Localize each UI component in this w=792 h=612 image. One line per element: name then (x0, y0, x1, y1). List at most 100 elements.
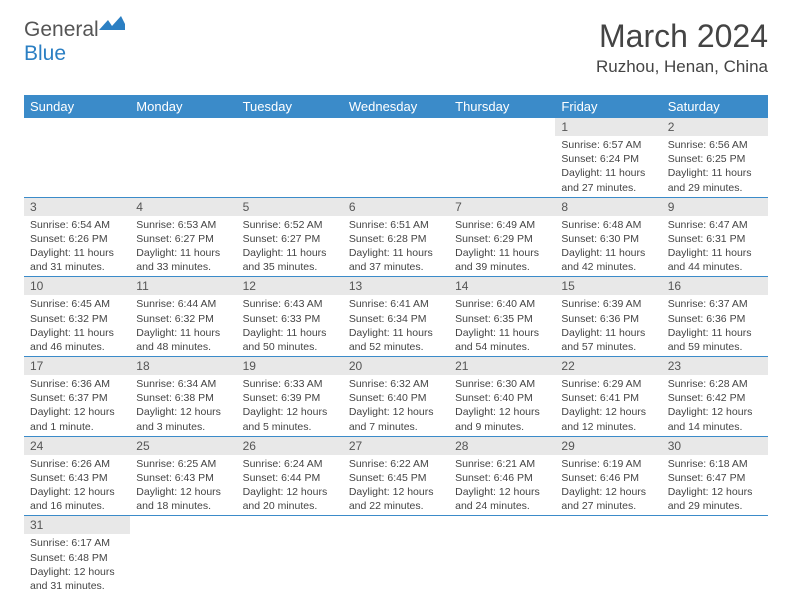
header: GeneralBlue March 2024 Ruzhou, Henan, Ch… (24, 18, 768, 77)
calendar-row: 3Sunrise: 6:54 AMSunset: 6:26 PMDaylight… (24, 197, 768, 277)
calendar-cell (130, 118, 236, 197)
flag-icon (99, 16, 125, 34)
calendar-row: 17Sunrise: 6:36 AMSunset: 6:37 PMDayligh… (24, 357, 768, 437)
day-data: Sunrise: 6:22 AMSunset: 6:45 PMDaylight:… (343, 455, 449, 516)
calendar-cell (555, 516, 661, 595)
calendar-cell: 22Sunrise: 6:29 AMSunset: 6:41 PMDayligh… (555, 357, 661, 437)
day-data: Sunrise: 6:40 AMSunset: 6:35 PMDaylight:… (449, 295, 555, 356)
day-data: Sunrise: 6:39 AMSunset: 6:36 PMDaylight:… (555, 295, 661, 356)
calendar-cell: 4Sunrise: 6:53 AMSunset: 6:27 PMDaylight… (130, 197, 236, 277)
day-data: Sunrise: 6:26 AMSunset: 6:43 PMDaylight:… (24, 455, 130, 516)
day-number: 9 (662, 198, 768, 216)
calendar-cell: 6Sunrise: 6:51 AMSunset: 6:28 PMDaylight… (343, 197, 449, 277)
day-header: Thursday (449, 95, 555, 118)
day-number: 22 (555, 357, 661, 375)
day-data: Sunrise: 6:57 AMSunset: 6:24 PMDaylight:… (555, 136, 661, 197)
month-title: March 2024 (596, 18, 768, 55)
calendar-cell: 23Sunrise: 6:28 AMSunset: 6:42 PMDayligh… (662, 357, 768, 437)
calendar-table: SundayMondayTuesdayWednesdayThursdayFrid… (24, 95, 768, 595)
calendar-cell: 5Sunrise: 6:52 AMSunset: 6:27 PMDaylight… (237, 197, 343, 277)
calendar-body: 1Sunrise: 6:57 AMSunset: 6:24 PMDaylight… (24, 118, 768, 595)
day-header: Tuesday (237, 95, 343, 118)
day-data: Sunrise: 6:52 AMSunset: 6:27 PMDaylight:… (237, 216, 343, 277)
calendar-cell: 3Sunrise: 6:54 AMSunset: 6:26 PMDaylight… (24, 197, 130, 277)
calendar-row: 31Sunrise: 6:17 AMSunset: 6:48 PMDayligh… (24, 516, 768, 595)
day-data: Sunrise: 6:53 AMSunset: 6:27 PMDaylight:… (130, 216, 236, 277)
day-number: 25 (130, 437, 236, 455)
calendar-cell: 12Sunrise: 6:43 AMSunset: 6:33 PMDayligh… (237, 277, 343, 357)
day-data: Sunrise: 6:32 AMSunset: 6:40 PMDaylight:… (343, 375, 449, 436)
calendar-cell (24, 118, 130, 197)
day-number: 29 (555, 437, 661, 455)
day-number: 19 (237, 357, 343, 375)
calendar-cell: 30Sunrise: 6:18 AMSunset: 6:47 PMDayligh… (662, 436, 768, 516)
logo: GeneralBlue (24, 18, 125, 66)
calendar-cell (237, 516, 343, 595)
day-number: 3 (24, 198, 130, 216)
calendar-cell (130, 516, 236, 595)
day-number: 24 (24, 437, 130, 455)
day-number: 12 (237, 277, 343, 295)
day-number: 28 (449, 437, 555, 455)
day-number: 2 (662, 118, 768, 136)
calendar-cell: 29Sunrise: 6:19 AMSunset: 6:46 PMDayligh… (555, 436, 661, 516)
day-number: 30 (662, 437, 768, 455)
calendar-cell: 15Sunrise: 6:39 AMSunset: 6:36 PMDayligh… (555, 277, 661, 357)
day-number: 17 (24, 357, 130, 375)
day-number: 15 (555, 277, 661, 295)
day-data: Sunrise: 6:37 AMSunset: 6:36 PMDaylight:… (662, 295, 768, 356)
day-number: 8 (555, 198, 661, 216)
day-data: Sunrise: 6:28 AMSunset: 6:42 PMDaylight:… (662, 375, 768, 436)
calendar-row: 1Sunrise: 6:57 AMSunset: 6:24 PMDaylight… (24, 118, 768, 197)
day-number: 1 (555, 118, 661, 136)
logo-text-general: General (24, 18, 99, 41)
calendar-cell: 27Sunrise: 6:22 AMSunset: 6:45 PMDayligh… (343, 436, 449, 516)
calendar-cell: 2Sunrise: 6:56 AMSunset: 6:25 PMDaylight… (662, 118, 768, 197)
day-header: Saturday (662, 95, 768, 118)
day-data: Sunrise: 6:51 AMSunset: 6:28 PMDaylight:… (343, 216, 449, 277)
calendar-cell: 20Sunrise: 6:32 AMSunset: 6:40 PMDayligh… (343, 357, 449, 437)
day-data: Sunrise: 6:33 AMSunset: 6:39 PMDaylight:… (237, 375, 343, 436)
calendar-row: 10Sunrise: 6:45 AMSunset: 6:32 PMDayligh… (24, 277, 768, 357)
day-number: 11 (130, 277, 236, 295)
calendar-cell: 11Sunrise: 6:44 AMSunset: 6:32 PMDayligh… (130, 277, 236, 357)
logo-text-blue: Blue (24, 42, 66, 65)
day-data: Sunrise: 6:29 AMSunset: 6:41 PMDaylight:… (555, 375, 661, 436)
day-data: Sunrise: 6:18 AMSunset: 6:47 PMDaylight:… (662, 455, 768, 516)
day-number: 4 (130, 198, 236, 216)
calendar-cell: 24Sunrise: 6:26 AMSunset: 6:43 PMDayligh… (24, 436, 130, 516)
calendar-head: SundayMondayTuesdayWednesdayThursdayFrid… (24, 95, 768, 118)
calendar-cell: 8Sunrise: 6:48 AMSunset: 6:30 PMDaylight… (555, 197, 661, 277)
calendar-cell: 17Sunrise: 6:36 AMSunset: 6:37 PMDayligh… (24, 357, 130, 437)
day-data: Sunrise: 6:24 AMSunset: 6:44 PMDaylight:… (237, 455, 343, 516)
calendar-cell: 9Sunrise: 6:47 AMSunset: 6:31 PMDaylight… (662, 197, 768, 277)
day-number: 27 (343, 437, 449, 455)
day-header: Friday (555, 95, 661, 118)
location: Ruzhou, Henan, China (596, 57, 768, 77)
title-block: March 2024 Ruzhou, Henan, China (596, 18, 768, 77)
day-number: 7 (449, 198, 555, 216)
calendar-cell: 16Sunrise: 6:37 AMSunset: 6:36 PMDayligh… (662, 277, 768, 357)
calendar-cell: 31Sunrise: 6:17 AMSunset: 6:48 PMDayligh… (24, 516, 130, 595)
calendar-cell (343, 516, 449, 595)
day-data: Sunrise: 6:54 AMSunset: 6:26 PMDaylight:… (24, 216, 130, 277)
day-data: Sunrise: 6:56 AMSunset: 6:25 PMDaylight:… (662, 136, 768, 197)
calendar-row: 24Sunrise: 6:26 AMSunset: 6:43 PMDayligh… (24, 436, 768, 516)
day-number: 26 (237, 437, 343, 455)
day-number: 5 (237, 198, 343, 216)
calendar-cell (343, 118, 449, 197)
calendar-cell: 13Sunrise: 6:41 AMSunset: 6:34 PMDayligh… (343, 277, 449, 357)
calendar-cell: 28Sunrise: 6:21 AMSunset: 6:46 PMDayligh… (449, 436, 555, 516)
day-header: Sunday (24, 95, 130, 118)
day-data: Sunrise: 6:48 AMSunset: 6:30 PMDaylight:… (555, 216, 661, 277)
calendar-cell (662, 516, 768, 595)
day-number: 31 (24, 516, 130, 534)
day-number: 6 (343, 198, 449, 216)
day-data: Sunrise: 6:21 AMSunset: 6:46 PMDaylight:… (449, 455, 555, 516)
day-data: Sunrise: 6:17 AMSunset: 6:48 PMDaylight:… (24, 534, 130, 595)
day-number: 23 (662, 357, 768, 375)
day-number: 16 (662, 277, 768, 295)
calendar-cell: 18Sunrise: 6:34 AMSunset: 6:38 PMDayligh… (130, 357, 236, 437)
calendar-cell (237, 118, 343, 197)
calendar-cell: 14Sunrise: 6:40 AMSunset: 6:35 PMDayligh… (449, 277, 555, 357)
